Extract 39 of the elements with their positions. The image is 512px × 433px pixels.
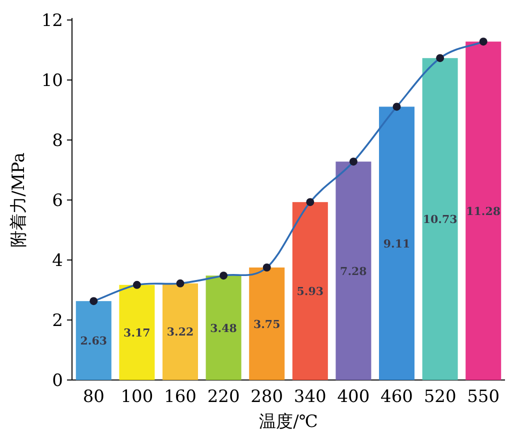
bar xyxy=(162,283,198,380)
bar xyxy=(206,276,242,380)
y-tick-label: 8 xyxy=(52,131,63,151)
data-label: 3.48 xyxy=(210,322,238,335)
bar xyxy=(336,162,372,380)
x-axis-title: 温度/℃ xyxy=(259,412,318,432)
data-label: 10.73 xyxy=(422,213,458,226)
y-tick-label: 10 xyxy=(41,71,63,91)
bar xyxy=(292,202,328,380)
data-label: 5.93 xyxy=(296,285,324,298)
data-label: 3.75 xyxy=(253,318,280,331)
x-tick-label: 550 xyxy=(467,387,500,407)
bar xyxy=(378,106,415,380)
y-axis-title: 附着力/MPa xyxy=(9,152,29,248)
y-tick-label: 2 xyxy=(52,311,63,331)
y-tick-label: 12 xyxy=(41,11,63,31)
data-label: 2.63 xyxy=(80,334,108,348)
y-tick-label: 4 xyxy=(52,251,63,271)
y-tick-label: 6 xyxy=(52,191,63,211)
x-tick-label: 80 xyxy=(82,387,104,407)
data-label: 3.22 xyxy=(166,326,194,339)
x-tick-label: 340 xyxy=(294,387,326,407)
data-label: 7.28 xyxy=(340,264,368,278)
bar xyxy=(119,284,155,380)
data-label: 11.28 xyxy=(466,204,501,218)
data-label: 3.17 xyxy=(124,326,150,340)
y-tick-label: 0 xyxy=(52,371,63,391)
x-tick-label: 400 xyxy=(337,387,370,407)
x-tick-label: 280 xyxy=(250,387,284,407)
bar xyxy=(249,268,285,380)
x-tick-label: 520 xyxy=(424,387,456,407)
bar xyxy=(466,42,502,380)
bar xyxy=(422,58,458,380)
x-tick-label: 460 xyxy=(380,387,413,407)
x-tick-label: 100 xyxy=(120,387,154,407)
bar xyxy=(76,301,112,380)
x-tick-label: 160 xyxy=(164,387,196,407)
data-label: 9.11 xyxy=(383,237,410,250)
x-tick-label: 220 xyxy=(207,387,240,407)
